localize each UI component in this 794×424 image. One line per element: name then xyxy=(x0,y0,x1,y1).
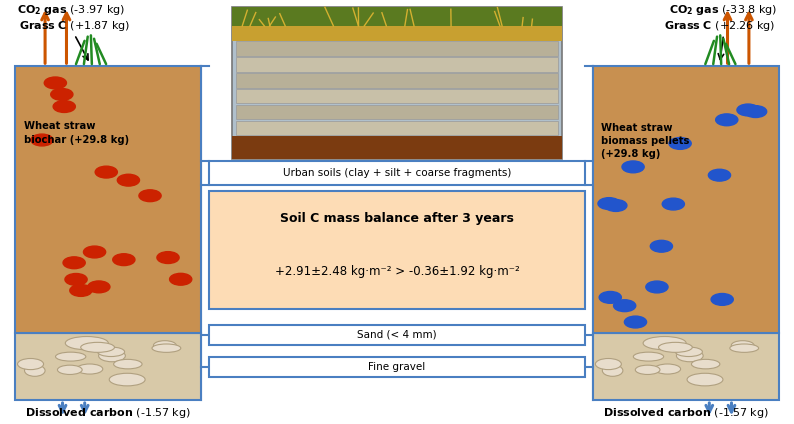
Ellipse shape xyxy=(635,365,660,374)
Text: Wheat straw
biochar (+29.8 kg): Wheat straw biochar (+29.8 kg) xyxy=(25,121,129,145)
Bar xyxy=(232,26,562,41)
Bar xyxy=(236,41,558,56)
Bar xyxy=(236,73,558,87)
Text: +2.91±2.48 kg·m⁻² > -0.36±1.92 kg·m⁻²: +2.91±2.48 kg·m⁻² > -0.36±1.92 kg·m⁻² xyxy=(275,265,519,278)
Ellipse shape xyxy=(114,360,142,369)
Text: $\mathbf{Dissolved\ carbon}$ (-1.57 kg): $\mathbf{Dissolved\ carbon}$ (-1.57 kg) xyxy=(25,406,191,420)
Text: Wheat straw
biomass pellets
(+29.8 kg): Wheat straw biomass pellets (+29.8 kg) xyxy=(601,123,689,159)
Bar xyxy=(232,7,562,159)
Text: $\mathbf{CO_2}$ $\mathbf{gas}$ (-3.97 kg): $\mathbf{CO_2}$ $\mathbf{gas}$ (-3.97 kg… xyxy=(17,3,125,17)
Circle shape xyxy=(88,281,110,293)
Ellipse shape xyxy=(654,364,680,374)
Bar xyxy=(209,191,585,309)
Text: $\mathbf{Grass\ C}$ (+2.26 kg): $\mathbf{Grass\ C}$ (+2.26 kg) xyxy=(664,19,775,33)
Ellipse shape xyxy=(596,359,622,370)
Circle shape xyxy=(113,254,135,265)
Circle shape xyxy=(669,137,692,149)
Bar xyxy=(15,66,201,333)
Ellipse shape xyxy=(643,337,686,350)
Circle shape xyxy=(737,104,759,116)
Bar xyxy=(236,57,558,72)
Text: Sand (< 4 mm): Sand (< 4 mm) xyxy=(357,330,437,340)
Circle shape xyxy=(711,293,734,305)
Text: $\mathbf{Dissolved\ carbon}$ (-1.57 kg): $\mathbf{Dissolved\ carbon}$ (-1.57 kg) xyxy=(603,406,769,420)
Circle shape xyxy=(170,273,192,285)
Ellipse shape xyxy=(81,342,114,352)
Bar xyxy=(209,357,585,377)
Circle shape xyxy=(614,300,636,312)
Text: $\mathbf{Grass\ C}$ (+1.87 kg): $\mathbf{Grass\ C}$ (+1.87 kg) xyxy=(19,19,130,33)
Circle shape xyxy=(44,77,67,89)
Ellipse shape xyxy=(692,360,720,369)
Circle shape xyxy=(31,134,53,146)
Circle shape xyxy=(83,246,106,258)
Ellipse shape xyxy=(730,344,758,352)
Ellipse shape xyxy=(65,337,108,350)
Ellipse shape xyxy=(634,352,664,361)
Bar xyxy=(236,105,558,119)
Ellipse shape xyxy=(153,341,176,350)
Circle shape xyxy=(708,169,730,181)
Ellipse shape xyxy=(17,359,44,370)
Circle shape xyxy=(63,257,85,269)
Circle shape xyxy=(157,252,179,263)
Text: Fine gravel: Fine gravel xyxy=(368,362,426,372)
Text: Urban soils (clay + silt + coarse fragments): Urban soils (clay + silt + coarse fragme… xyxy=(283,168,511,178)
Ellipse shape xyxy=(98,347,125,357)
Circle shape xyxy=(70,285,92,296)
Bar xyxy=(209,161,585,184)
Circle shape xyxy=(605,200,627,212)
Ellipse shape xyxy=(676,350,703,362)
Circle shape xyxy=(715,114,738,126)
Ellipse shape xyxy=(687,373,723,386)
Circle shape xyxy=(646,281,668,293)
Ellipse shape xyxy=(603,365,622,377)
Ellipse shape xyxy=(731,341,754,350)
Circle shape xyxy=(53,100,75,112)
Circle shape xyxy=(95,166,118,178)
Circle shape xyxy=(624,316,646,328)
Bar xyxy=(232,7,562,26)
Ellipse shape xyxy=(56,352,86,361)
Circle shape xyxy=(650,240,673,252)
Bar xyxy=(236,89,558,103)
Ellipse shape xyxy=(152,344,181,352)
Ellipse shape xyxy=(98,350,125,362)
Text: Soil C mass balance after 3 years: Soil C mass balance after 3 years xyxy=(280,212,514,225)
Text: $\mathbf{CO_2}$ $\mathbf{gas}$ (-33.8 kg): $\mathbf{CO_2}$ $\mathbf{gas}$ (-33.8 kg… xyxy=(669,3,777,17)
Circle shape xyxy=(598,198,620,209)
Ellipse shape xyxy=(110,373,145,386)
Bar xyxy=(593,66,779,333)
Bar xyxy=(209,325,585,345)
Ellipse shape xyxy=(675,347,703,357)
Circle shape xyxy=(745,106,767,117)
Bar xyxy=(236,120,558,135)
Ellipse shape xyxy=(57,365,82,374)
Circle shape xyxy=(139,190,161,202)
Circle shape xyxy=(622,161,644,173)
Ellipse shape xyxy=(25,365,45,377)
Ellipse shape xyxy=(76,364,102,374)
Circle shape xyxy=(599,291,622,303)
Bar xyxy=(593,333,779,400)
Bar xyxy=(15,333,201,400)
Circle shape xyxy=(662,198,684,210)
Bar xyxy=(232,136,562,159)
Circle shape xyxy=(51,89,73,100)
Circle shape xyxy=(118,174,140,186)
Ellipse shape xyxy=(658,342,692,352)
Circle shape xyxy=(65,273,87,285)
